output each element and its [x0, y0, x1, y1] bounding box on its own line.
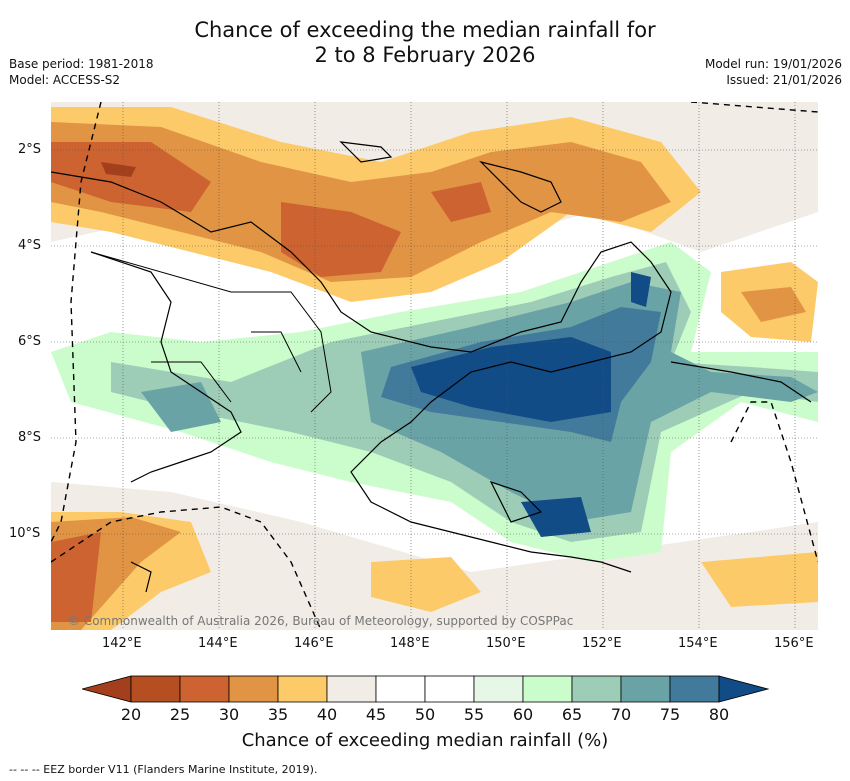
meta-right: Model run: 19/01/2026 Issued: 21/01/2026 — [705, 56, 842, 88]
lon-label: 154°E — [678, 636, 718, 651]
colorbar-swatch — [179, 675, 230, 703]
colorbar-swatch — [522, 675, 573, 703]
dark-blue-region-south — [521, 497, 591, 537]
lat-label: 6°S — [18, 334, 42, 349]
colorbar-swatch — [424, 675, 475, 703]
lon-label: 156°E — [774, 636, 814, 651]
colorbar-arrow-high — [718, 675, 770, 703]
beige-region-south — [51, 482, 818, 630]
colorbar-tick: 55 — [463, 705, 485, 724]
lon-label: 150°E — [486, 636, 526, 651]
map-canvas — [51, 102, 818, 630]
issued-date: Issued: 21/01/2026 — [726, 73, 842, 87]
colorbar-tick: 50 — [414, 705, 436, 724]
orange-region-north-mid — [51, 122, 671, 282]
colorbar-tick: 25 — [169, 705, 191, 724]
province-borders — [90, 251, 332, 413]
colorbar-arrow-low — [82, 675, 132, 703]
orange-region-south — [371, 557, 481, 612]
orange-region-southeast — [701, 552, 818, 607]
model-name: Model: ACCESS-S2 — [9, 73, 121, 87]
lon-label: 142°E — [102, 636, 142, 651]
teal-region-west — [141, 382, 221, 432]
colorbar-swatch — [228, 675, 279, 703]
colorbar-swatch — [326, 675, 377, 703]
lon-label: 148°E — [390, 636, 430, 651]
chart-title: Chance of exceeding the median rainfall … — [0, 18, 850, 68]
brown-region-north-east — [431, 182, 491, 222]
dark-blue-region — [411, 337, 611, 422]
lat-label: 2°S — [18, 142, 42, 157]
eez-border — [51, 102, 818, 630]
colorbar-swatch — [620, 675, 671, 703]
orange-region-east-mid — [741, 287, 806, 322]
colorbar-label: Chance of exceeding median rainfall (%) — [241, 730, 609, 751]
colorbar-swatch — [669, 675, 720, 703]
colorbar-tick: 20 — [120, 705, 142, 724]
base-period: Base period: 1981-2018 — [9, 57, 154, 71]
colorbar-tick: 40 — [316, 705, 338, 724]
colorbar-tick: 65 — [561, 705, 583, 724]
model-run: Model run: 19/01/2026 — [704, 57, 842, 71]
colorbar-tick: 35 — [267, 705, 289, 724]
lon-label: 146°E — [294, 636, 334, 651]
colorbar-swatches — [82, 675, 770, 703]
colorbar-tick: 75 — [659, 705, 681, 724]
eez-legend: -- -- -- EEZ border V11 (Flanders Marine… — [9, 763, 318, 776]
lat-label: 8°S — [18, 430, 42, 445]
dark-brown-spot — [101, 162, 136, 177]
colorbar-tick: 80 — [708, 705, 730, 724]
lon-label: 144°E — [198, 636, 238, 651]
meta-left: Base period: 1981-2018 Model: ACCESS-S2 — [9, 56, 154, 88]
title-line-2: 2 to 8 February 2026 — [314, 43, 536, 67]
colorbar-swatch — [130, 675, 181, 703]
colorbar-tick: 70 — [610, 705, 632, 724]
colorbar-tick: 45 — [365, 705, 387, 724]
copyright-notice: © Commonwealth of Australia 2026, Bureau… — [68, 614, 574, 628]
lat-label: 10°S — [9, 526, 41, 541]
title-line-1: Chance of exceeding the median rainfall … — [194, 18, 656, 42]
lat-label: 4°S — [18, 238, 42, 253]
colorbar-swatch — [375, 675, 426, 703]
colorbar-tick: 60 — [512, 705, 534, 724]
graticule — [51, 102, 818, 630]
dark-blue-region-northeast — [631, 272, 651, 307]
rainfall-map — [51, 102, 818, 630]
colorbar-swatch — [277, 675, 328, 703]
brown-region-north-central — [281, 202, 401, 277]
colorbar-tick: 30 — [218, 705, 240, 724]
colorbar-swatch — [571, 675, 622, 703]
colorbar-swatch — [473, 675, 524, 703]
lon-label: 152°E — [582, 636, 622, 651]
colorbar — [82, 675, 770, 703]
coastline — [51, 141, 812, 593]
